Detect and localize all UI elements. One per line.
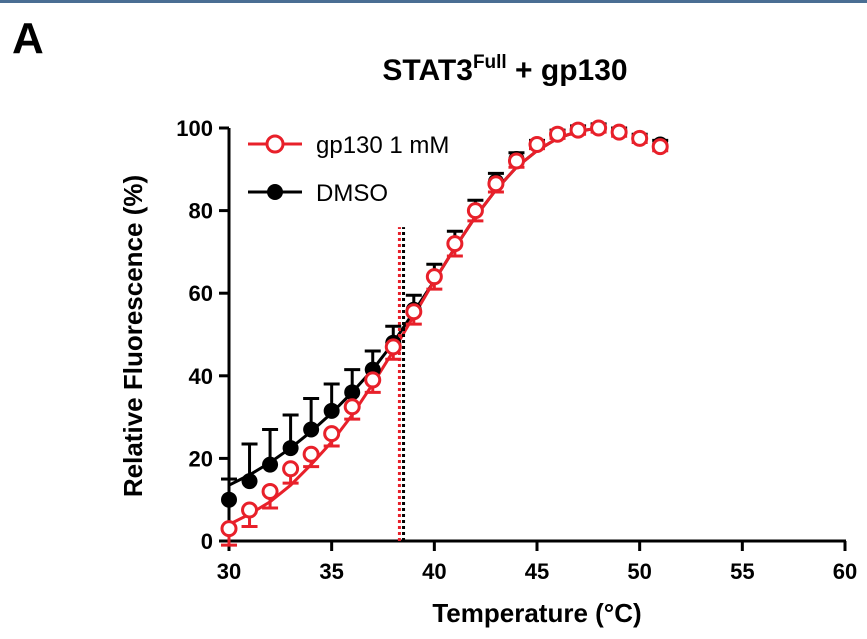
y-tick-label: 40 <box>189 364 213 389</box>
y-tick-label: 20 <box>189 446 213 471</box>
data-point-gp130 <box>364 371 382 389</box>
legend-marker <box>267 184 283 200</box>
data-point-dmso <box>282 440 299 457</box>
data-point-dmso <box>323 402 340 419</box>
title-superscript: Full <box>473 52 507 73</box>
data-point-gp130 <box>261 482 279 500</box>
data-point-gp130 <box>282 460 300 478</box>
data-point-dmso <box>241 473 258 490</box>
data-point-gp130 <box>528 136 546 154</box>
y-tick-label: 0 <box>201 529 213 554</box>
error-bars <box>221 122 669 547</box>
data-point-gp130 <box>590 119 608 137</box>
x-axis-label: Temperature (°C) <box>432 598 641 628</box>
legend-label: gp130 1 mM <box>316 132 449 159</box>
data-point-gp130 <box>487 175 505 193</box>
data-point-gp130 <box>405 303 423 321</box>
x-tick-label: 50 <box>627 559 651 584</box>
x-tick-label: 30 <box>217 559 241 584</box>
panel-label: A <box>12 14 44 63</box>
top-border <box>0 0 867 3</box>
data-point-gp130 <box>466 202 484 220</box>
data-point-gp130 <box>610 123 628 141</box>
data-point-gp130 <box>651 138 669 156</box>
legend: gp130 1 mM DMSO <box>248 132 449 207</box>
data-point-gp130 <box>569 121 587 139</box>
data-point-gp130 <box>384 338 402 356</box>
x-tick-label: 35 <box>319 559 343 584</box>
axes: 30 35 40 45 50 55 60 0 20 40 60 80 100 <box>176 116 857 584</box>
data-point-gp130 <box>343 398 361 416</box>
legend-marker <box>265 134 285 154</box>
x-tick-label: 40 <box>422 559 446 584</box>
data-point-gp130 <box>241 501 259 519</box>
legend-label: DMSO <box>316 180 388 207</box>
x-tick-label: 60 <box>833 559 857 584</box>
data-point-gp130 <box>220 520 238 538</box>
title-suffix: + gp130 <box>507 54 628 87</box>
data-point-gp130 <box>507 152 525 170</box>
x-tick-label: 45 <box>525 559 549 584</box>
data-points <box>220 119 669 538</box>
data-point-gp130 <box>323 425 341 443</box>
data-point-dmso <box>303 421 320 438</box>
data-point-dmso <box>262 456 279 473</box>
data-point-gp130 <box>549 125 567 143</box>
data-point-gp130 <box>425 268 443 286</box>
x-tick-label: 55 <box>730 559 754 584</box>
tm-lines <box>397 227 406 541</box>
data-point-dmso <box>221 491 237 508</box>
title-main: STAT3 <box>382 54 473 87</box>
data-point-gp130 <box>302 445 320 463</box>
chart-title: STAT3Full + gp130 <box>382 52 627 87</box>
y-tick-label: 100 <box>176 116 213 141</box>
y-tick-label: 80 <box>189 199 213 224</box>
data-point-dmso <box>344 384 361 401</box>
y-axis-label: Relative Fluorescence (%) <box>118 175 148 497</box>
y-tick-label: 60 <box>189 281 213 306</box>
data-point-gp130 <box>631 129 649 147</box>
data-point-gp130 <box>446 235 464 253</box>
